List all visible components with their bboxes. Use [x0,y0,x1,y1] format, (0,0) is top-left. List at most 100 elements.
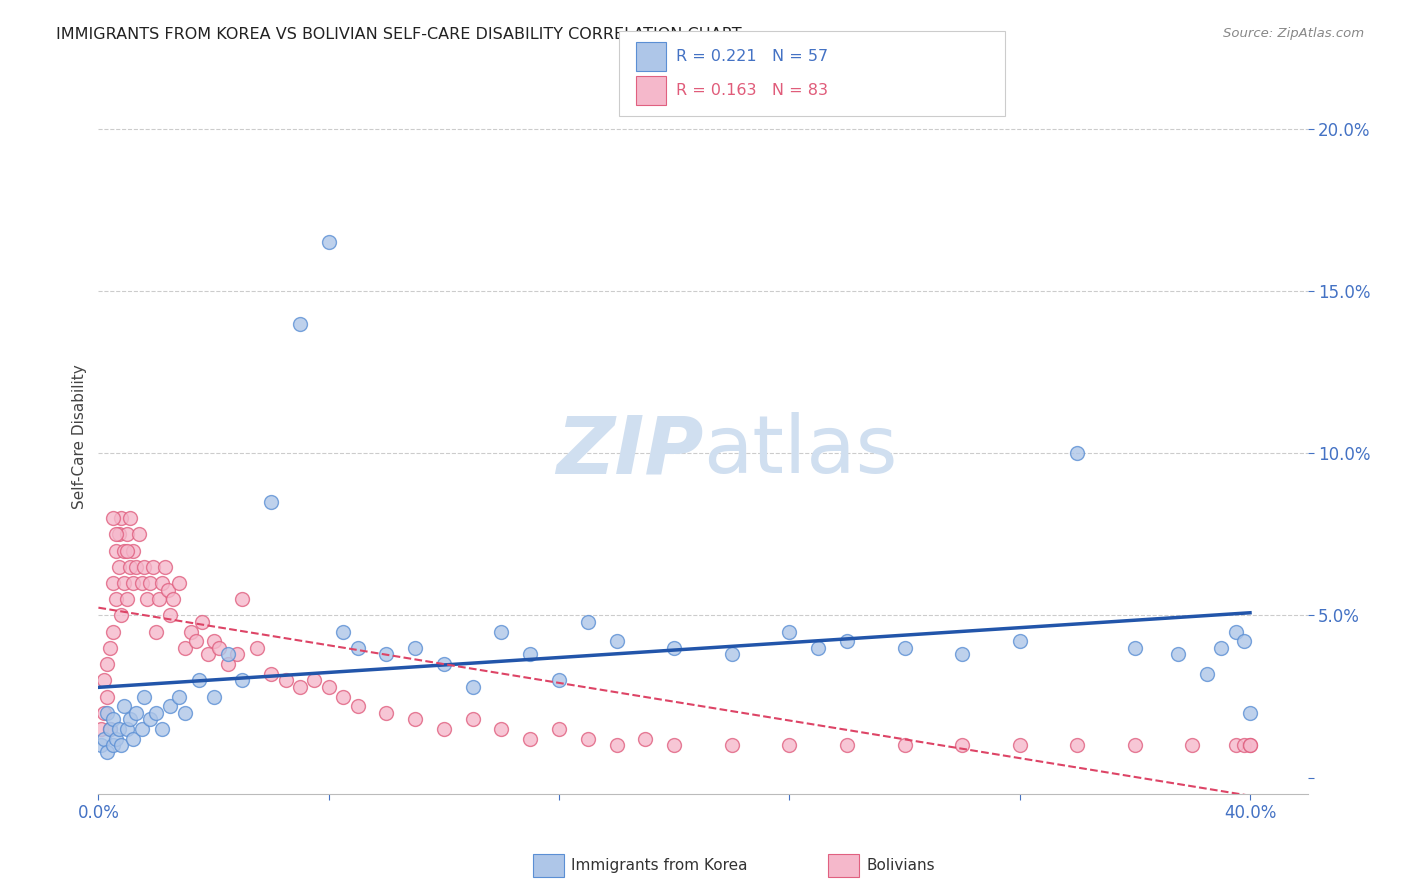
Point [491,722,513,736]
Point [1123,640,1146,655]
Point [231,673,253,688]
Point [112,699,135,714]
Point [173,640,195,655]
Point [375,706,398,720]
Point [191,615,214,629]
Point [720,738,742,752]
Point [98,722,121,736]
Point [606,634,628,648]
Point [125,559,148,574]
Point [167,576,190,591]
Point [1225,738,1247,752]
Point [202,690,225,704]
Point [461,680,484,694]
Point [404,712,426,726]
Point [134,690,156,704]
Point [115,527,138,541]
Point [90,722,112,736]
Point [288,317,311,331]
Point [112,543,135,558]
Point [101,511,124,525]
Point [375,648,398,662]
Point [150,722,173,736]
Point [115,543,138,558]
Text: Immigrants from Korea: Immigrants from Korea [571,858,748,872]
Point [96,657,118,672]
Point [197,648,219,662]
Point [167,690,190,704]
Point [1211,640,1233,655]
Point [104,731,127,746]
Point [110,608,132,623]
Point [122,543,145,558]
Point [332,690,354,704]
Point [893,640,915,655]
Point [180,624,202,639]
Point [225,648,247,662]
Point [664,738,686,752]
Point [131,722,153,736]
Point [145,624,167,639]
Point [128,527,150,541]
Point [98,640,121,655]
Point [122,576,145,591]
Point [136,592,159,607]
Text: ZIP: ZIP [555,412,703,491]
Point [1066,738,1088,752]
Point [807,640,830,655]
Point [156,582,179,597]
Point [1225,624,1247,639]
Point [159,699,181,714]
Point [778,624,800,639]
Point [274,673,297,688]
Point [519,648,541,662]
Point [835,738,858,752]
Point [93,673,115,688]
Point [115,592,138,607]
Point [93,706,115,720]
Point [720,648,742,662]
Point [115,722,138,736]
Point [288,680,311,694]
Point [260,495,283,509]
Point [346,699,368,714]
Text: Bolivians: Bolivians [866,858,935,872]
Point [120,511,142,525]
Point [318,680,340,694]
Point [950,648,973,662]
Point [634,731,657,746]
Point [142,559,165,574]
Point [1239,738,1261,752]
Point [148,592,170,607]
Point [950,738,973,752]
Point [101,712,124,726]
Point [186,634,208,648]
Text: atlas: atlas [703,412,897,491]
Point [231,592,253,607]
Point [159,608,181,623]
Point [104,592,127,607]
Point [461,712,484,726]
Point [576,615,599,629]
Point [1195,666,1218,681]
Point [90,738,112,752]
Point [112,576,135,591]
Point [208,640,231,655]
Point [110,738,132,752]
Point [110,511,132,525]
Point [173,706,195,720]
Text: R = 0.163   N = 83: R = 0.163 N = 83 [676,83,828,98]
Text: IMMIGRANTS FROM KOREA VS BOLIVIAN SELF-CARE DISABILITY CORRELATION CHART: IMMIGRANTS FROM KOREA VS BOLIVIAN SELF-C… [56,27,742,42]
Point [548,722,571,736]
Point [107,559,129,574]
Point [125,706,148,720]
Point [1181,738,1204,752]
Point [101,738,124,752]
Point [304,673,326,688]
Point [1239,706,1261,720]
Point [332,624,354,639]
Point [893,738,915,752]
Point [122,731,145,746]
Point [346,640,368,655]
Point [217,648,239,662]
